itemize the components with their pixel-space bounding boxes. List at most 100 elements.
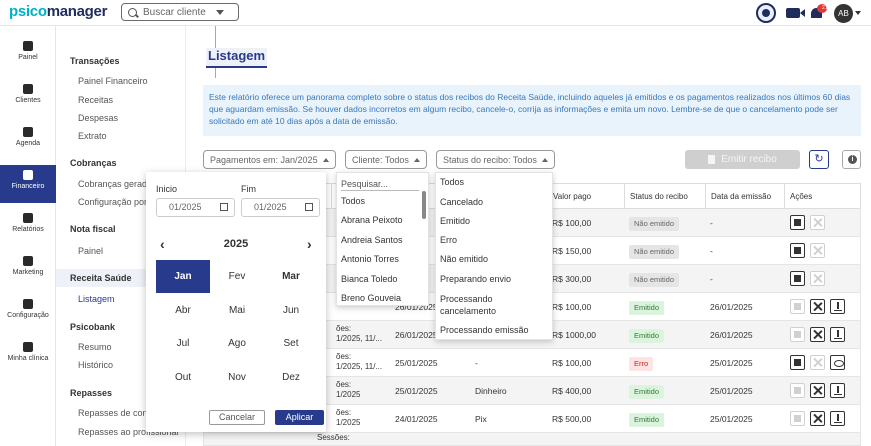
view-receipt-icon[interactable] — [790, 243, 805, 258]
support-globe-icon[interactable] — [756, 3, 776, 23]
status-option[interactable]: Processando cancelamento — [440, 294, 497, 316]
submenu-head-cobrancas: Cobranças — [70, 158, 117, 168]
month-mai[interactable]: Mai — [228, 305, 246, 316]
month-ago[interactable]: Ago — [228, 338, 246, 349]
cell-data: 25/01/2025 — [710, 386, 753, 396]
dropdown-scrollbar[interactable] — [422, 191, 426, 219]
client-search-input[interactable]: Pesquisar... — [341, 177, 419, 191]
cell-data-pagamento: 25/01/2025 — [395, 386, 438, 396]
search-placeholder: Buscar cliente — [143, 6, 206, 18]
status-badge: Não emitido — [629, 273, 680, 287]
cell-data: 26/01/2025 — [710, 302, 753, 312]
rail-item-agenda[interactable]: Agenda — [0, 122, 56, 160]
submenu-item-nota-painel[interactable]: Painel — [78, 246, 104, 256]
status-option[interactable]: Erro — [440, 235, 458, 245]
chevron-left-icon[interactable]: ‹ — [160, 236, 165, 252]
cell-valor: R$ 1000,00 — [552, 330, 596, 340]
emit-receipt-button[interactable]: Emitir recibo — [685, 150, 800, 169]
status-dropdown: Todos Cancelado Emitido Erro Não emitido… — [435, 172, 553, 340]
month-mar[interactable]: Mar — [282, 271, 300, 282]
submenu-item-configuracao-cliente[interactable]: Configuração por cliente — [78, 197, 176, 207]
rail-item-painel[interactable]: Painel — [0, 36, 56, 74]
notifications-bell-icon[interactable]: 21 — [810, 4, 828, 20]
submenu-item-painel-financeiro[interactable]: Painel Financeiro — [78, 76, 148, 86]
status-option[interactable]: Processando emissão — [440, 325, 529, 335]
rail-item-minha-clinica[interactable]: Minha clínica — [0, 337, 56, 375]
end-month-input[interactable]: 01/2025 — [241, 198, 320, 217]
submenu-item-repasses-consulta[interactable]: Repasses de consulta — [78, 408, 167, 418]
rail-item-relatorios[interactable]: Relatórios — [0, 208, 56, 246]
status-option[interactable]: Todos — [440, 177, 465, 187]
client-option[interactable]: Abrana Peixoto — [341, 215, 403, 225]
submenu-item-receitas[interactable]: Receitas — [78, 95, 114, 105]
month-jun[interactable]: Jun — [282, 305, 300, 316]
cell-valor: R$ 300,00 — [552, 274, 592, 284]
chevron-right-icon[interactable]: › — [307, 236, 312, 252]
calendar-icon — [220, 203, 228, 211]
cell-forma: Dinheiro — [475, 386, 507, 396]
start-month-input[interactable]: 01/2025 — [156, 198, 235, 217]
submenu-head-psicobank: Psicobank — [70, 322, 116, 332]
view-receipt-icon[interactable] — [790, 271, 805, 286]
cancel-receipt-icon[interactable] — [810, 383, 825, 398]
status-option[interactable]: Preparando envio — [440, 274, 512, 284]
month-set[interactable]: Set — [283, 338, 299, 349]
rail-item-marketing[interactable]: Marketing — [0, 251, 56, 289]
cancel-receipt-icon[interactable] — [810, 327, 825, 342]
cancel-receipt-icon[interactable] — [810, 411, 825, 426]
submenu-item-resumo[interactable]: Resumo — [78, 342, 112, 352]
submenu-item-historico[interactable]: Histórico — [78, 360, 114, 370]
submenu-item-listagem[interactable]: Listagem — [78, 294, 115, 304]
filter-client[interactable]: Cliente: Todos — [345, 150, 427, 169]
month-jan[interactable]: Jan — [156, 260, 210, 293]
refresh-button[interactable]: ↻ — [809, 150, 829, 169]
view-receipt-icon[interactable] — [790, 215, 805, 230]
cell-sessoes: Sessões: — [317, 433, 350, 442]
month-dez[interactable]: Dez — [282, 372, 300, 383]
view-receipt-icon[interactable] — [790, 355, 805, 370]
cancel-button[interactable]: Cancelar — [209, 410, 265, 425]
month-nov[interactable]: Nov — [228, 372, 246, 383]
submenu-item-cobrancas-geradas[interactable]: Cobranças geradas — [78, 179, 157, 189]
page-title: Listagem — [206, 48, 268, 68]
filter-receipt-status[interactable]: Status do recibo: Todos — [436, 150, 555, 169]
download-icon[interactable] — [830, 327, 845, 342]
month-fev[interactable]: Fev — [228, 271, 246, 282]
info-button[interactable] — [842, 150, 861, 169]
status-option[interactable]: Cancelado — [440, 197, 484, 207]
client-option[interactable]: Todos — [341, 196, 366, 206]
cell-valor: R$ 100,00 — [552, 218, 592, 228]
client-search[interactable]: Buscar cliente — [121, 3, 239, 21]
filter-payments-month[interactable]: Pagamentos em: Jan/2025 — [203, 150, 336, 169]
client-dropdown: Pesquisar... Todos Abrana Peixoto Andrei… — [336, 172, 429, 306]
user-avatar[interactable]: AB — [834, 3, 853, 23]
submenu-item-extrato[interactable]: Extrato — [78, 131, 107, 141]
download-icon[interactable] — [830, 299, 845, 314]
client-option[interactable]: Andreia Santos — [341, 235, 403, 245]
video-camera-icon[interactable] — [786, 8, 805, 18]
dashboard-icon — [23, 41, 33, 51]
month-jul[interactable]: Jul — [176, 338, 190, 349]
status-option[interactable]: Não emitido — [440, 254, 489, 264]
rail-item-clientes[interactable]: Clientes — [0, 79, 56, 117]
submenu-item-repasses-profissional[interactable]: Repasses ao profissional — [78, 427, 179, 437]
rail-item-financeiro[interactable]: Financeiro — [0, 165, 56, 203]
download-icon[interactable] — [830, 411, 845, 426]
client-option[interactable]: Bianca Toledo — [341, 274, 398, 284]
client-option[interactable]: Breno Gouveia — [341, 293, 402, 303]
status-option[interactable]: Emitido — [440, 216, 471, 226]
apply-button[interactable]: Aplicar — [275, 410, 324, 425]
client-option[interactable]: Antonio Torres — [341, 254, 399, 264]
cancel-receipt-icon[interactable] — [810, 299, 825, 314]
download-icon[interactable] — [830, 383, 845, 398]
chevron-down-icon[interactable] — [855, 11, 861, 15]
app-logo[interactable]: psicomanager — [9, 3, 108, 20]
status-badge: Erro — [629, 357, 654, 371]
month-abr[interactable]: Abr — [175, 305, 191, 316]
eye-icon[interactable] — [830, 355, 845, 370]
month-out[interactable]: Out — [174, 372, 192, 383]
building-icon — [23, 342, 33, 352]
cell-data: 25/01/2025 — [710, 358, 753, 368]
rail-item-configuracao[interactable]: Configuração — [0, 294, 56, 332]
submenu-item-despesas[interactable]: Despesas — [78, 113, 119, 123]
